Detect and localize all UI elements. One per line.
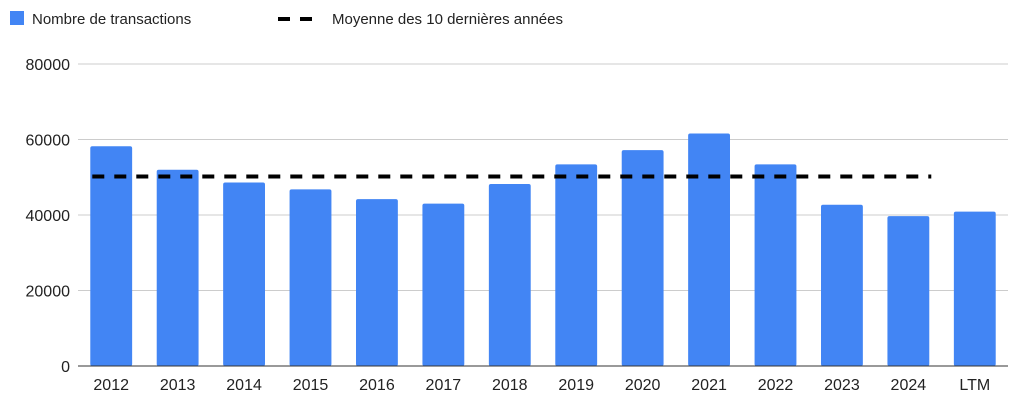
y-tick-label: 0 <box>61 359 70 376</box>
x-tick-label: 2012 <box>93 377 129 394</box>
bar-LTM <box>953 211 996 366</box>
x-tick-label: LTM <box>959 377 990 394</box>
bar-2017 <box>422 203 465 366</box>
bar-2013 <box>156 169 199 366</box>
x-tick-label: 2021 <box>691 377 727 394</box>
bar-2012 <box>90 146 133 366</box>
y-tick-label: 60000 <box>26 133 71 150</box>
legend-label-average: Moyenne des 10 dernières années <box>332 11 563 28</box>
bar-2021 <box>688 133 730 366</box>
bar-2020 <box>621 150 664 366</box>
bar-2015 <box>289 189 332 366</box>
bar-2022 <box>754 164 797 366</box>
x-axis-ticks: 2012 2013 2014 2015 2016 2017 2018 2019 2020 2021… <box>93 377 990 394</box>
y-tick-label: 20000 <box>26 284 71 301</box>
x-tick-label: 2015 <box>293 377 329 394</box>
bar-2024 <box>887 216 930 366</box>
y-tick-label: 80000 <box>26 57 71 74</box>
x-tick-label: 2020 <box>625 377 661 394</box>
bar-2019 <box>555 164 598 366</box>
x-tick-label: 2014 <box>226 377 262 394</box>
bar-2018 <box>488 184 531 366</box>
x-tick-label: 2016 <box>359 377 395 394</box>
bar-series <box>90 133 996 366</box>
x-tick-label: 2023 <box>824 377 860 394</box>
legend: Nombre de transactions Moyenne des 10 de… <box>10 11 563 28</box>
bar-2014 <box>223 182 265 366</box>
bar-2016 <box>356 199 398 366</box>
x-tick-label: 2022 <box>758 377 794 394</box>
x-tick-label: 2024 <box>891 377 927 394</box>
x-tick-label: 2019 <box>558 377 594 394</box>
y-tick-label: 40000 <box>26 208 71 225</box>
legend-swatch-bars <box>10 11 24 25</box>
x-tick-label: 2017 <box>426 377 462 394</box>
y-axis-ticks: 0 20000 40000 60000 80000 <box>26 57 71 376</box>
bar-2023 <box>821 204 863 366</box>
x-tick-label: 2018 <box>492 377 528 394</box>
legend-label-bars: Nombre de transactions <box>32 11 191 28</box>
x-tick-label: 2013 <box>160 377 196 394</box>
